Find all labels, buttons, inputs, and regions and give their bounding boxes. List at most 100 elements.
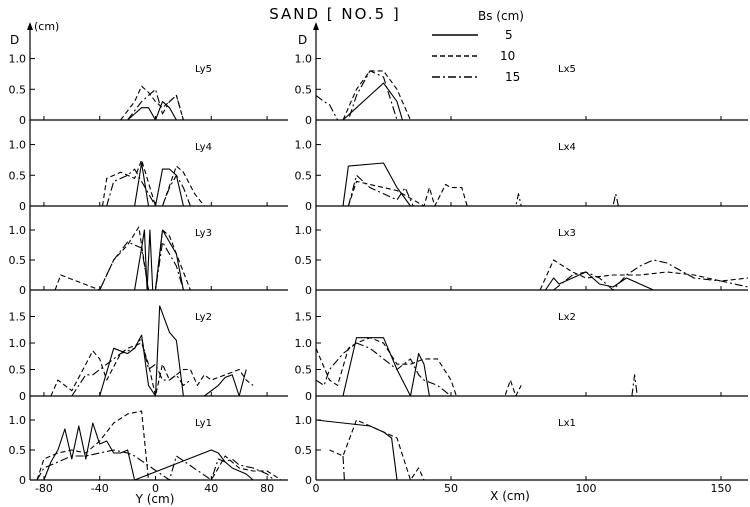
y-tick-label: 1.0 <box>295 224 313 237</box>
panel-ly3: 0 0.5 1.0 Ly3 <box>9 224 288 297</box>
series-line-bs-15 <box>106 168 191 207</box>
series-line-bs-15 <box>347 174 619 207</box>
left_column-y-arrow <box>27 22 33 30</box>
panel-label: Ly4 <box>195 142 212 153</box>
panel-label: Ly3 <box>195 228 212 239</box>
y-tick-label: 1.0 <box>295 414 313 427</box>
panel-label: Lx1 <box>558 418 576 429</box>
series-line-bs-10 <box>539 259 749 291</box>
y-tick-label: 0.5 <box>295 83 313 96</box>
panel-label: Ly2 <box>195 312 212 323</box>
series-line-bs-10 <box>50 342 254 397</box>
y-tick-label: 0 <box>19 284 26 297</box>
panel-lx5: 0 0.5 1.0 Lx5 <box>295 53 748 127</box>
x-tick-label: -80 <box>35 482 53 495</box>
y-tick-label: 1.0 <box>9 53 27 66</box>
panel-ly4: 0 0.5 1.0 Ly4 <box>9 139 288 213</box>
y-tick-label: 0.5 <box>9 169 27 182</box>
y-tick-label: 1.0 <box>295 139 313 152</box>
panel-label: Lx3 <box>558 228 576 239</box>
y-tick-label: 1.0 <box>9 139 27 152</box>
y-tick-label: 0.5 <box>9 254 27 267</box>
y-tick-label: 0.5 <box>295 444 313 457</box>
chart-title: SAND [ NO.5 ] <box>269 5 401 23</box>
y-tick-label: 0 <box>305 284 312 297</box>
x-tick-label: 40 <box>204 482 218 495</box>
panel-label: Lx4 <box>558 142 576 153</box>
y-tick-label: 1.5 <box>9 311 27 324</box>
y-tick-label: 0.5 <box>295 254 313 267</box>
x-tick-label: 50 <box>444 482 458 495</box>
y-tick-label: 0 <box>19 114 26 127</box>
legend: Bs (cm) 5 10 15 <box>432 9 524 84</box>
panels: 0 0.5 1.0 Ly5 0 0.5 1.0 Ly4 0 0.5 1.0 Ly3 0 0.5 1.0 1.5… <box>9 22 749 495</box>
y-tick-label: 0.5 <box>9 364 27 377</box>
y-tick-label: 0 <box>305 114 312 127</box>
legend-label-15: 15 <box>505 70 520 84</box>
panel-label: Ly5 <box>195 64 212 75</box>
y-tick-label: 1.0 <box>9 224 27 237</box>
series-line-bs-10 <box>342 70 412 121</box>
series-line-bs-10 <box>120 85 184 121</box>
series-line-bs-5 <box>43 422 254 481</box>
y-tick-label: 1.0 <box>295 53 313 66</box>
series-line-bs-5 <box>127 101 177 121</box>
series-line-bs-10 <box>36 410 282 481</box>
series-line-bs-15 <box>315 342 638 397</box>
y-tick-label: 0.5 <box>9 83 27 96</box>
series-line-bs-10 <box>54 226 191 291</box>
x-tick-label: 80 <box>260 482 274 495</box>
series-line-bs-5 <box>315 419 398 481</box>
right_column-y-arrow <box>313 22 319 30</box>
panel-label: Ly1 <box>195 418 212 429</box>
series-line-bs-15 <box>99 241 184 291</box>
x-tick-label: 100 <box>576 482 597 495</box>
y-tick-label: 1.0 <box>9 414 27 427</box>
left-yunit: (cm) <box>34 20 59 33</box>
x-tick-label: 150 <box>711 482 732 495</box>
panel-lx3: 0 0.5 1.0 Lx3 <box>295 224 749 297</box>
series-line-bs-10 <box>101 159 205 207</box>
series-line-bs-5 <box>134 162 184 207</box>
series-line-bs-5 <box>545 271 654 291</box>
x-tick-label: 0 <box>152 482 159 495</box>
legend-label-10: 10 <box>500 49 515 63</box>
series-line-bs-15 <box>315 70 398 121</box>
series-line-bs-5 <box>342 162 411 207</box>
panel-lx2: 0 0.5 1.0 1.5 Lx2 <box>295 311 748 403</box>
y-tick-label: 1.5 <box>295 311 313 324</box>
x-tick-label: 0 <box>313 482 320 495</box>
y-tick-label: 0.5 <box>295 364 313 377</box>
panel-lx1: 0 0.5 1.0 Lx1 <box>295 414 748 487</box>
y-tick-label: 0 <box>19 200 26 213</box>
right-xlabel: X (cm) <box>490 489 530 503</box>
y-tick-label: 1.0 <box>295 337 313 350</box>
y-tick-label: 0 <box>19 390 26 403</box>
series-line-bs-15 <box>127 88 184 121</box>
panel-ly1: 0 0.5 1.0 Ly1 <box>9 410 288 487</box>
panel-label: Lx2 <box>558 312 576 323</box>
panel-label: Lx5 <box>558 64 576 75</box>
legend-label-5: 5 <box>505 28 513 42</box>
series-line-bs-10 <box>329 419 425 481</box>
y-tick-label: 0.5 <box>9 444 27 457</box>
series-line-bs-15 <box>71 337 191 397</box>
y-tick-label: 0 <box>19 474 26 487</box>
panel-ly5: 0 0.5 1.0 Ly5 <box>9 53 288 127</box>
series-line-bs-5 <box>134 229 184 291</box>
y-tick-label: 0 <box>305 390 312 403</box>
y-tick-label: 0 <box>305 474 312 487</box>
series-line-bs-15 <box>36 449 275 481</box>
series-line-bs-5 <box>99 305 247 397</box>
x-tick-label: -40 <box>91 482 109 495</box>
series-line-bs-5 <box>342 82 403 121</box>
y-tick-label: 1.0 <box>9 337 27 350</box>
legend-title: Bs (cm) <box>478 9 524 23</box>
panel-lx4: 0 0.5 1.0 Lx4 <box>295 139 748 213</box>
right-ylabel: D <box>298 33 307 47</box>
left-xlabel: Y (cm) <box>135 492 175 506</box>
series-line-bs-15 <box>553 259 749 291</box>
series-line-bs-15 <box>342 455 345 481</box>
left-ylabel: D <box>10 33 19 47</box>
